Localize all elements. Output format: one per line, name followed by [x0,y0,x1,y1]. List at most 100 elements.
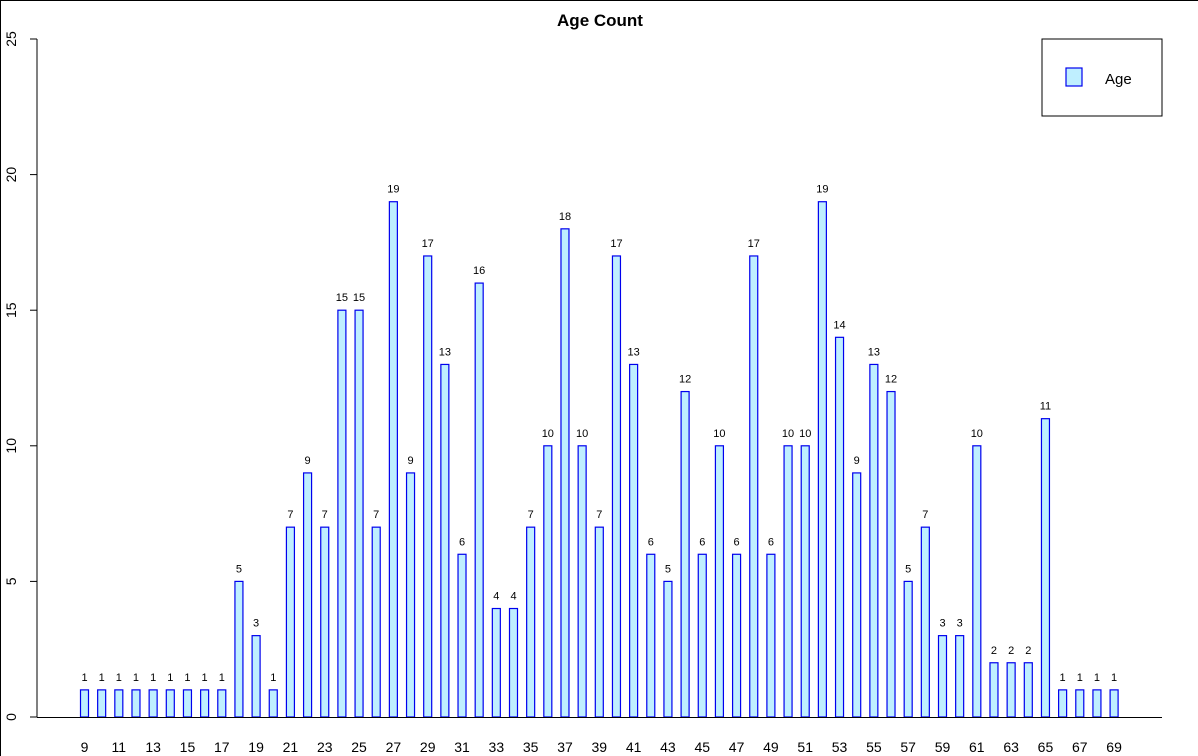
bar [302,472,313,718]
bar [1023,662,1033,718]
y-tick-label: 20 [3,167,19,183]
bar-value-label: 10 [576,428,588,440]
bar-value-label: 1 [1111,672,1117,684]
bar-value-label: 1 [99,672,105,684]
chart-title: Age Count [557,11,643,30]
bar-value-label: 1 [150,672,156,684]
bar-value-label: 19 [387,184,399,196]
x-tick-label: 19 [248,739,264,755]
bar [1075,689,1085,718]
bar-value-label: 15 [336,292,348,304]
bar-value-label: 9 [305,455,311,467]
bar-value-label: 1 [270,672,276,684]
bar-value-label: 19 [816,184,828,196]
x-tick-label: 15 [180,739,196,755]
x-tick-label: 57 [900,739,916,755]
bar [611,255,622,718]
bar [697,553,707,718]
x-tick-label: 13 [145,739,161,755]
bar [337,309,347,718]
bar [594,526,604,718]
bar-value-label: 7 [528,509,534,521]
x-tick-label: 45 [694,739,710,755]
bar-value-label: 12 [885,374,897,386]
x-tick-label: 11 [112,739,127,755]
bar-value-label: 18 [559,211,571,223]
bar [285,526,296,718]
bar [543,445,553,718]
y-tick-label: 15 [3,302,19,318]
bar [783,445,793,718]
bar [817,201,827,718]
bar [886,390,896,718]
x-tick-label: 47 [729,739,745,755]
bar-value-label: 1 [167,672,173,684]
x-tick-label: 37 [557,739,573,755]
x-tick-label: 33 [489,739,505,755]
bar-value-label: 6 [768,536,774,548]
bar-value-label: 4 [493,591,499,603]
bar [834,336,845,718]
x-tick-label: 31 [454,739,470,755]
bar-value-label: 6 [648,536,654,548]
bar [800,445,810,718]
bar-value-label: 1 [81,672,87,684]
bar [989,662,999,718]
x-tick-label: 43 [660,739,676,755]
bar [577,445,587,718]
bar-value-label: 7 [287,509,293,521]
bar [629,363,639,718]
bar [354,309,364,718]
bar [1006,662,1016,718]
legend-label-age: Age [1105,71,1132,88]
bar [731,553,742,718]
bar-value-label: 2 [991,645,997,657]
x-tick-label: 55 [866,739,882,755]
bar [852,472,862,718]
bar-value-label: 15 [353,292,365,304]
bar [234,580,244,718]
bar [320,526,330,718]
bar [457,553,467,718]
bar [182,689,193,718]
bar-value-label: 1 [133,672,139,684]
bar-value-label: 1 [202,672,208,684]
bar-value-label: 1 [1077,672,1083,684]
bar [749,255,759,718]
bar [388,201,398,718]
bar-value-label: 12 [679,374,691,386]
bar [972,445,982,718]
y-tick-label: 10 [3,438,19,454]
bar [955,635,965,718]
bar-value-label: 13 [627,346,639,358]
bar-value-label: 10 [799,428,811,440]
bar-value-label: 3 [957,618,963,630]
x-tick-label: 23 [317,739,333,755]
bar-value-label: 14 [833,319,845,331]
bar-value-label: 10 [713,428,725,440]
bar [560,228,570,718]
bar [646,553,656,718]
x-tick-label: 49 [763,739,779,755]
bar [97,689,107,718]
x-tick-label: 65 [1038,739,1054,755]
x-tick-label: 53 [832,739,848,755]
bar [680,390,690,718]
bar [869,363,879,718]
bar-value-label: 9 [854,455,860,467]
bar [714,445,725,718]
bar [165,689,175,718]
bar [491,607,501,718]
bar-value-label: 1 [116,672,122,684]
x-tick-label: 39 [592,739,608,755]
bar [508,607,519,718]
bar [1092,689,1102,718]
bar [251,635,261,718]
bar [423,255,433,718]
bar [1040,418,1051,718]
bar-value-label: 17 [610,238,622,250]
bar-value-label: 4 [510,591,516,603]
bar-value-label: 5 [665,563,671,575]
bar-value-label: 17 [748,238,760,250]
